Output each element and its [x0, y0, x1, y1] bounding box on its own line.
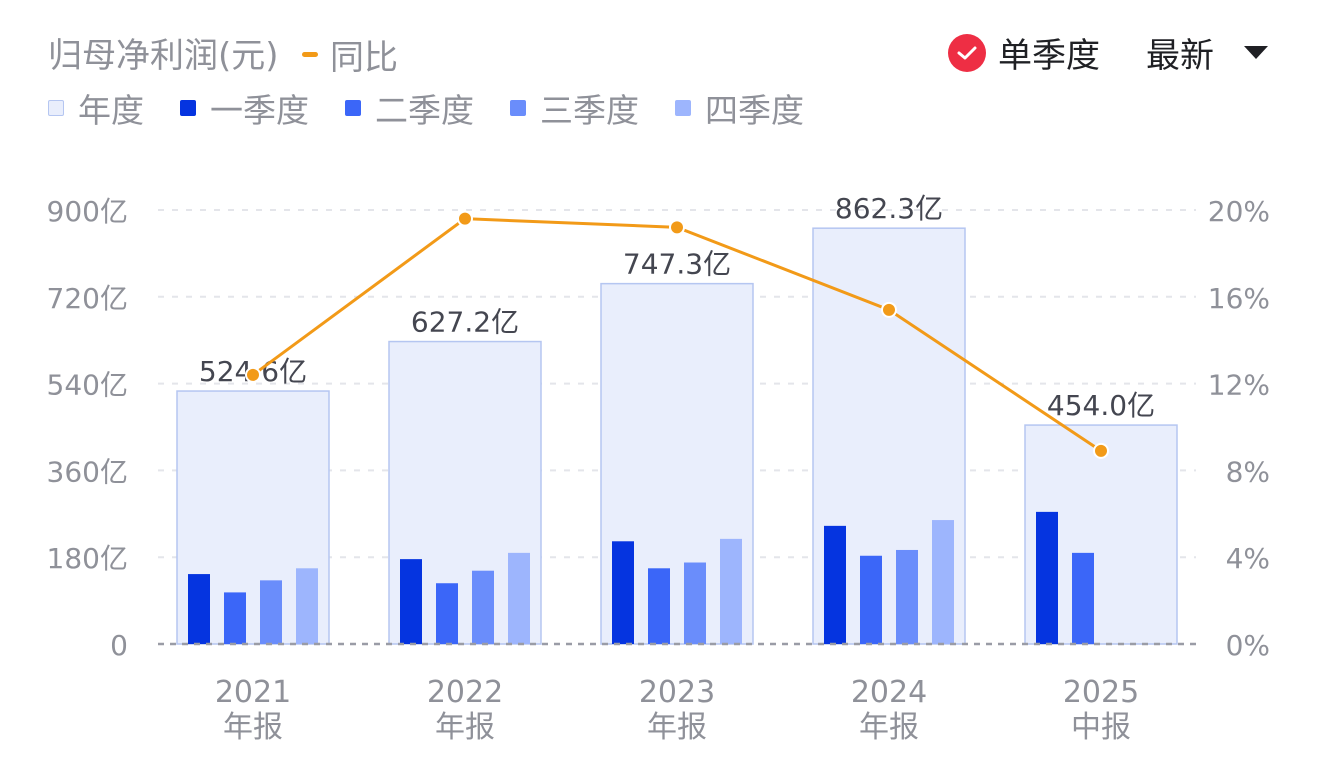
quarter-bar-q3	[472, 570, 494, 644]
caret-down-icon	[1244, 46, 1268, 59]
y-left-tick-label: 900亿	[47, 195, 128, 228]
quarter-bar-q1	[1036, 511, 1058, 644]
quarter-bar-q1	[188, 574, 210, 644]
y-left-tick-label: 540亿	[47, 369, 128, 402]
quarter-bar-q1	[612, 541, 634, 644]
quarter-bar-q3	[896, 549, 918, 644]
y-left-tick-label: 360亿	[47, 455, 128, 488]
annual-bar-label: 862.3亿	[835, 192, 943, 225]
y-right-tick-label: 0%	[1226, 629, 1270, 662]
legend-item-q3: 三季度	[510, 84, 639, 132]
latest-dropdown-label: 最新	[1146, 36, 1214, 76]
bar-legend: 年度 一季度 二季度 三季度 四季度	[48, 84, 840, 132]
y-left-tick-label: 180亿	[47, 542, 128, 575]
yoy-point	[669, 219, 685, 236]
latest-dropdown[interactable]: 最新	[1146, 28, 1268, 77]
y-right-tick-label: 20%	[1208, 195, 1270, 228]
quarter-bar-q2	[648, 568, 670, 644]
quarter-bar-q4	[296, 568, 318, 644]
y-right-tick-label: 16%	[1208, 282, 1270, 315]
quarter-bar-q2	[436, 583, 458, 644]
annual-bar-label: 454.0亿	[1047, 389, 1155, 422]
yoy-line-key	[302, 52, 318, 57]
x-tick-year: 2021	[215, 675, 291, 710]
chart-title: 归母净利润(元)	[48, 36, 279, 76]
yoy-point	[1093, 442, 1109, 459]
x-tick-year: 2024	[851, 675, 927, 710]
y-left-tick-label: 0	[110, 629, 128, 662]
legend-swatch-q4	[675, 100, 691, 116]
legend-label-q1: 一季度	[210, 91, 309, 130]
quarter-bar-q2	[224, 592, 246, 644]
x-tick-year: 2025	[1063, 675, 1139, 710]
x-tick-year: 2023	[639, 675, 715, 710]
x-tick-period: 年报	[223, 710, 283, 745]
quarter-bar-q3	[260, 580, 282, 644]
legend-item-q2: 二季度	[345, 84, 474, 132]
check-icon	[948, 33, 986, 72]
x-tick-year: 2022	[427, 675, 503, 710]
legend-item-annual: 年度	[48, 84, 144, 132]
single-quarter-label: 单季度	[998, 36, 1100, 76]
quarter-bar-q4	[720, 538, 742, 644]
quarter-bar-q1	[824, 525, 846, 644]
legend-swatch-annual	[48, 100, 64, 116]
legend-label-annual: 年度	[78, 91, 144, 130]
yoy-point	[457, 210, 473, 227]
legend-label-q3: 三季度	[540, 91, 639, 130]
quarter-bar-q2	[860, 555, 882, 644]
x-tick-period: 年报	[435, 710, 495, 745]
x-tick-period: 中报	[1071, 710, 1131, 745]
annual-bar-label: 747.3亿	[623, 248, 731, 281]
quarter-bar-q4	[508, 552, 530, 644]
legend-swatch-q2	[345, 100, 361, 116]
legend-item-q1: 一季度	[180, 84, 309, 132]
yoy-point	[881, 301, 897, 318]
legend-item-q4: 四季度	[675, 84, 804, 132]
legend-swatch-q3	[510, 100, 526, 116]
y-right-tick-label: 4%	[1226, 542, 1270, 575]
single-quarter-toggle[interactable]: 单季度	[948, 28, 1100, 77]
quarter-bar-q1	[400, 559, 422, 644]
quarter-bar-q4	[932, 520, 954, 644]
yoy-legend: 同比	[302, 30, 398, 79]
legend-label-q2: 二季度	[375, 91, 474, 130]
annual-bar-label: 627.2亿	[411, 306, 519, 339]
yoy-point	[245, 366, 261, 383]
x-tick-period: 年报	[859, 710, 919, 745]
y-right-tick-label: 8%	[1226, 455, 1270, 488]
quarter-bar-q3	[684, 562, 706, 644]
y-right-tick-label: 12%	[1208, 369, 1270, 402]
quarter-bar-q2	[1072, 552, 1094, 644]
yoy-legend-label: 同比	[330, 38, 398, 78]
legend-swatch-q1	[180, 100, 196, 116]
legend-label-q4: 四季度	[705, 91, 804, 130]
y-left-tick-label: 720亿	[47, 282, 128, 315]
x-tick-period: 年报	[647, 710, 707, 745]
